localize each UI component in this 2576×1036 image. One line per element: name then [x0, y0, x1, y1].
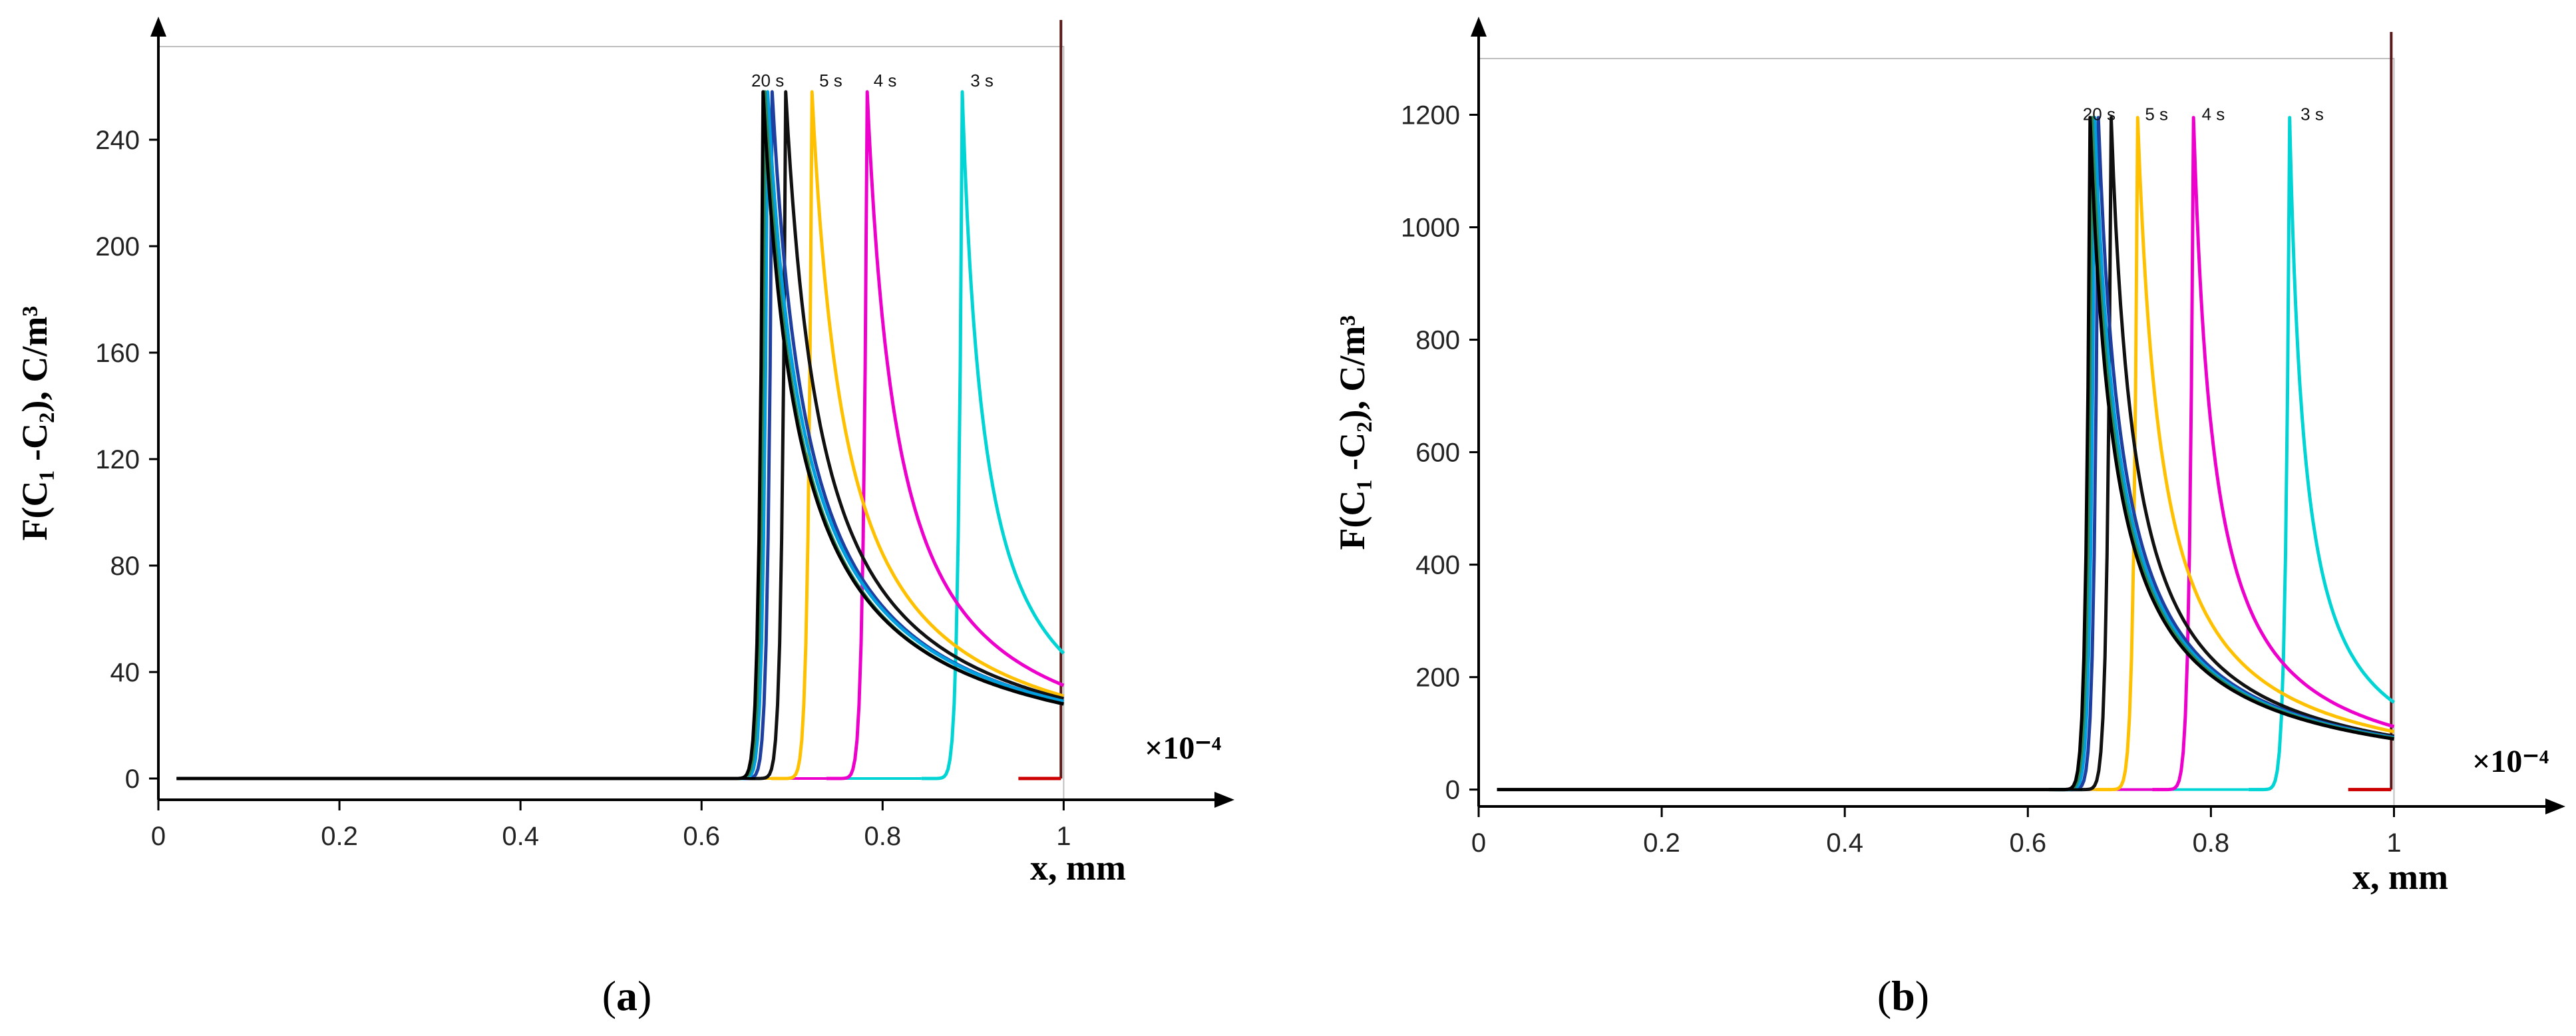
panel-b-series-6s	[2070, 116, 2394, 792]
panel-b-chart: 0 0.2 0.4 0.6 0.8 1 0 200 400 600 800 1000 1200 x, mm…	[1332, 17, 2565, 897]
panel-b-x-tick-label: 0.6	[2009, 828, 2046, 858]
panel-a-curve-label: 4 s	[874, 71, 897, 90]
panel-a-y-tick-label: 200	[95, 232, 140, 261]
panel-b-series-4s	[2152, 116, 2395, 792]
panel-a-y-axis-arrow	[150, 17, 166, 37]
panel-a-caption-letter: a	[616, 972, 638, 1019]
panel-b-x-tick-label: 0.2	[1643, 828, 1680, 858]
panel-b-curve-label: 5 s	[2145, 104, 2168, 124]
panel-b-x-tick-label: 0.8	[2193, 828, 2230, 858]
panel-a-curve-label: 5 s	[819, 71, 842, 90]
panel-a-multiplier-label: ×10⁻⁴	[1145, 731, 1221, 766]
panel-a-y-axis-title: F(C₁ -C₂), C/m³	[15, 306, 55, 541]
panel-a-caption-close: )	[638, 972, 652, 1019]
panel-b-y-tick-label: 200	[1415, 663, 1460, 693]
panel-a-x-tick-label: 0.4	[502, 822, 539, 851]
panel-a-y-tick-label: 80	[110, 552, 140, 581]
panel-b-y-tick-label: 600	[1415, 438, 1460, 468]
panel-b-curve-label: 3 s	[2300, 104, 2324, 124]
panel-a-caption: (a)	[560, 971, 693, 1021]
panel-b-y-tick-label: 400	[1415, 551, 1460, 580]
panel-a-y-tick-label: 240	[95, 126, 140, 155]
panel-b-x-tick-label: 1	[2386, 828, 2401, 858]
panel-a-y-tick-label: 40	[110, 658, 140, 687]
panel-a-x-tick-label: 0.6	[683, 822, 720, 851]
panel-b-x-tick-label: 0.4	[1826, 828, 1863, 858]
panel-b-y-tick-label: 1200	[1401, 101, 1460, 130]
panel-a-x-tick-label: 0	[151, 822, 166, 851]
panel-b-x-tick-label: 0	[1471, 828, 1486, 858]
panel-a-y-tick-label: 120	[95, 445, 140, 474]
panel-b-caption: (b)	[1837, 971, 1970, 1021]
panel-b-x-axis-title: x, mm	[2352, 857, 2448, 897]
panel-a-series-6s	[745, 90, 1065, 780]
panel-a-x-axis-title: x, mm	[1030, 848, 1126, 888]
panel-a-plot-frame	[158, 46, 1065, 800]
panel-b-curve-label: 20 s	[2083, 104, 2116, 124]
panel-b-series-20s	[2048, 116, 2394, 792]
panel-a-chart: 0 0.2 0.4 0.6 0.8 1 0 40 80 120 160 200 240 x, mm F(C₁…	[15, 17, 1234, 888]
panel-b-y-tick-label: 1000	[1401, 214, 1460, 243]
panel-a-x-axis-arrow	[1214, 792, 1234, 808]
panel-b-caption-letter: b	[1891, 972, 1915, 1019]
panel-b-series-5s	[2096, 116, 2395, 792]
panel-b-series-3s	[2248, 116, 2396, 792]
panel-a-series-10s	[727, 90, 1064, 780]
panel-a-series-20s	[722, 90, 1064, 780]
panel-b-y-axis-arrow	[1471, 17, 1487, 37]
panel-b-caption-open: (	[1877, 972, 1892, 1019]
panel-b-y-axis-title: F(C₁ -C₂), C/m³	[1332, 315, 1372, 550]
panel-b-curve-label: 4 s	[2202, 104, 2225, 124]
panel-a-caption-open: (	[602, 972, 616, 1019]
panel-b-y-tick-label: 0	[1445, 776, 1460, 805]
panel-a-series-3s	[921, 90, 1065, 780]
panel-a-x-tick-label: 0.2	[321, 822, 358, 851]
panel-b-x-axis-arrow	[2545, 798, 2565, 814]
panel-b-caption-close: )	[1915, 972, 1930, 1019]
panel-a-curve-label: 20 s	[751, 71, 784, 90]
panel-a-x-tick-label: 0.8	[864, 822, 901, 851]
panel-a-series-5s	[771, 90, 1065, 780]
panel-a-curve-label: 3 s	[970, 71, 994, 90]
panel-a-x-tick-label: 1	[1056, 822, 1071, 851]
panel-b-multiplier-label: ×10⁻⁴	[2472, 744, 2549, 779]
panel-a-y-tick-label: 160	[95, 339, 140, 368]
panel-b-y-tick-label: 800	[1415, 326, 1460, 355]
panel-a-y-tick-label: 0	[125, 765, 140, 794]
panel-a-series-4s	[827, 90, 1065, 780]
